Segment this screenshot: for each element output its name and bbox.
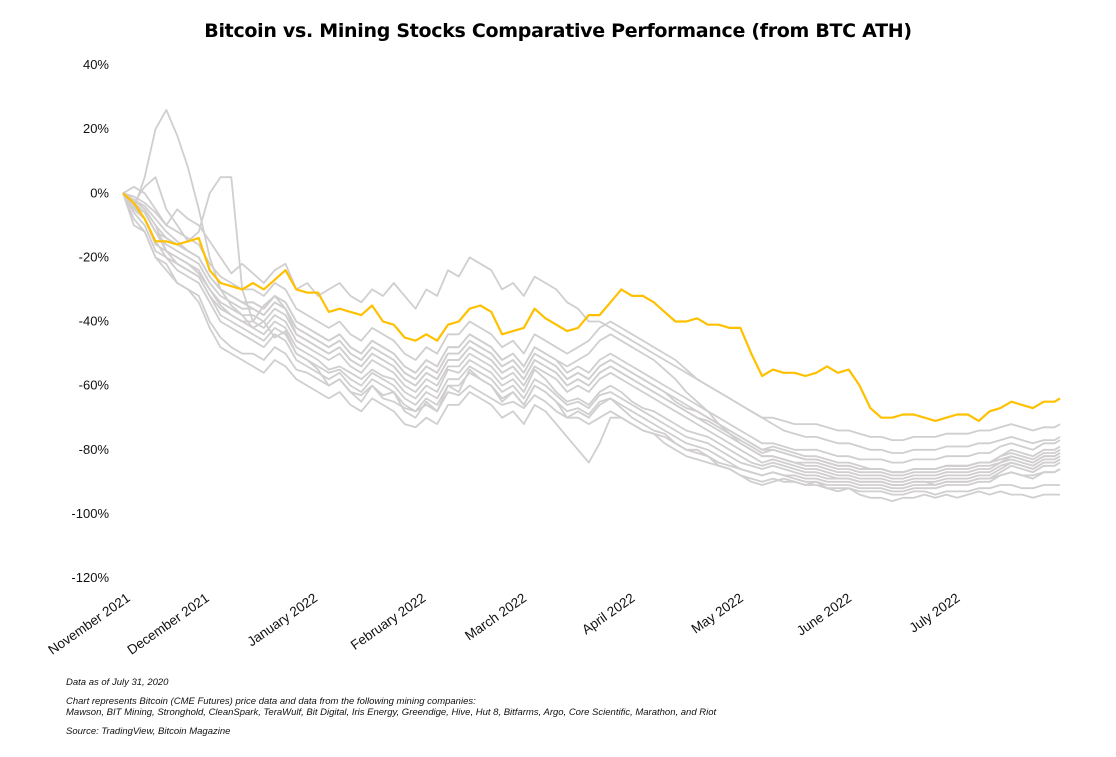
series-line-hive <box>122 192 1061 474</box>
x-tick-label: December 2021 <box>125 590 212 657</box>
series-line-bit-digital <box>122 192 1061 493</box>
miner-series-group <box>122 109 1061 502</box>
y-tick-label: -120% <box>71 570 109 585</box>
series-line-iris-energy <box>122 192 1061 490</box>
y-tick-label: -40% <box>79 314 110 329</box>
series-line-mawson <box>122 109 1060 502</box>
x-tick-label: March 2022 <box>462 590 529 643</box>
chart-title: Bitcoin vs. Mining Stocks Comparative Pe… <box>204 20 912 42</box>
y-tick-label: -60% <box>79 378 110 393</box>
series-line-cleanspark <box>122 192 1061 486</box>
x-tick-label: November 2021 <box>45 590 132 657</box>
y-tick-label: -20% <box>79 249 110 264</box>
series-line-terawulf <box>122 192 1061 474</box>
series-line-bitfarms <box>122 192 1061 464</box>
y-tick-label: -80% <box>79 442 110 457</box>
series-line-riot <box>122 176 1061 477</box>
series-line-hut-8 <box>122 192 1061 441</box>
series-line-bitcoin-cme-futures <box>122 192 1061 422</box>
description-note-line2: Mawson, BIT Mining, Stronghold, CleanSpa… <box>66 707 717 718</box>
x-tick-label: May 2022 <box>689 590 746 636</box>
source-note: Source: TradingView, Bitcoin Magazine <box>66 726 231 737</box>
x-tick-label: June 2022 <box>794 590 854 638</box>
series-line-bit-mining <box>122 193 1060 496</box>
description-note-line1: Chart represents Bitcoin (CME Futures) p… <box>66 696 476 707</box>
y-tick-label: 0% <box>90 185 109 200</box>
series-line-stronghold <box>122 192 1061 486</box>
x-tick-label: February 2022 <box>348 590 429 653</box>
series-line-argo <box>122 192 1061 483</box>
y-axis: 40% 20% 0% -20% -40% -60% -80% -100% -120% <box>71 57 109 585</box>
data-as-of-note: Data as of July 31, 2020 <box>66 677 169 688</box>
y-tick-label: 20% <box>83 121 109 136</box>
series-line-core-scientific <box>122 192 1061 474</box>
x-tick-label: April 2022 <box>579 590 637 637</box>
x-tick-label: January 2022 <box>245 590 321 649</box>
y-tick-label: -100% <box>71 506 109 521</box>
bitcoin-series-group <box>122 192 1061 422</box>
y-tick-label: 40% <box>83 57 109 72</box>
series-line-greenidge <box>122 192 1061 480</box>
x-tick-label: July 2022 <box>907 590 963 635</box>
series-line-marathon <box>122 185 1061 454</box>
